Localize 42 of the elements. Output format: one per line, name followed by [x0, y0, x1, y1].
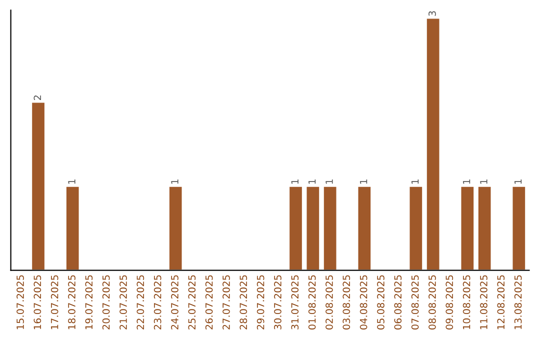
x-tick-label: 21.07.2025 — [120, 275, 127, 330]
x-tick-label: 26.07.2025 — [205, 275, 213, 330]
x-tick-label: 15.07.2025 — [16, 275, 24, 330]
data-label: 1 — [514, 180, 522, 184]
data-label: 1 — [171, 180, 178, 184]
x-tick-label: 06.08.2025 — [394, 275, 402, 330]
data-label: 1 — [463, 180, 470, 184]
x-tick-label: 03.08.2025 — [342, 275, 350, 330]
data-label: 1 — [291, 180, 298, 184]
x-tick-label: 12.08.2025 — [497, 275, 505, 330]
x-tick-label: 23.07.2025 — [154, 275, 162, 330]
x-tick-label: 01.08.2025 — [308, 275, 316, 330]
data-label: 1 — [360, 180, 368, 184]
data-label: 1 — [68, 180, 76, 184]
data-label: 1 — [308, 180, 316, 184]
data-label: 2 — [34, 96, 41, 100]
data-label: 3 — [428, 11, 436, 16]
x-tick-label: 27.07.2025 — [222, 275, 230, 330]
x-tick-label: 16.07.2025 — [34, 275, 42, 330]
x-tick-label: 19.07.2025 — [85, 275, 93, 330]
x-tick-label: 11.08.2025 — [480, 275, 488, 330]
data-label: 1 — [326, 180, 333, 184]
x-tick-label: 13.08.2025 — [514, 275, 522, 330]
x-tick-label: 17.07.2025 — [50, 275, 58, 330]
x-tick-label: 24.07.2025 — [171, 275, 178, 330]
x-tick-label: 02.08.2025 — [326, 275, 333, 330]
x-tick-label: 05.08.2025 — [377, 275, 384, 330]
x-tick-label: 29.07.2025 — [256, 275, 264, 330]
x-tick-label: 08.08.2025 — [428, 275, 436, 330]
data-label: 1 — [480, 180, 488, 184]
x-tick-label: 30.07.2025 — [274, 275, 282, 330]
x-tick-label: 10.08.2025 — [462, 275, 470, 330]
data-label: 1 — [412, 180, 419, 184]
x-tick-label: 18.07.2025 — [68, 275, 76, 330]
x-tick-label: 28.07.2025 — [240, 275, 248, 330]
x-tick-label: 07.08.2025 — [411, 275, 419, 330]
x-tick-label: 04.08.2025 — [360, 275, 368, 330]
x-tick-label: 31.07.2025 — [291, 275, 299, 330]
x-tick-label: 20.07.2025 — [102, 275, 110, 330]
x-tick-label: 25.07.2025 — [188, 275, 196, 330]
x-tick-label: 22.07.2025 — [136, 275, 144, 330]
x-tick-label: 09.08.2025 — [446, 275, 454, 330]
